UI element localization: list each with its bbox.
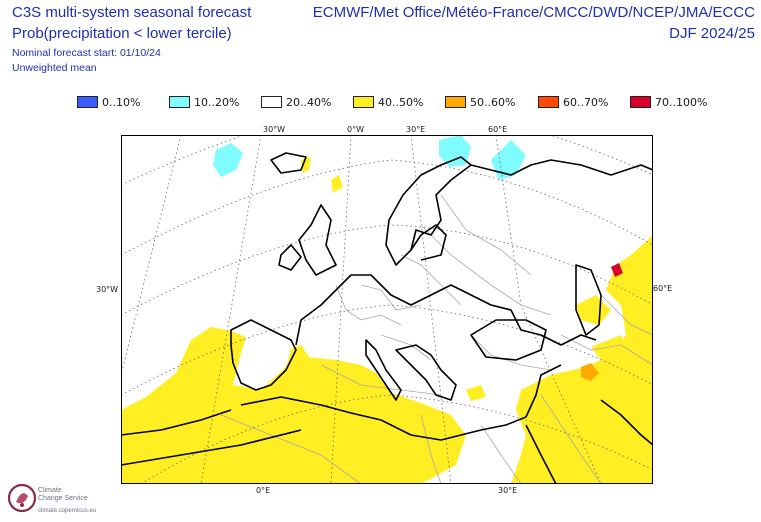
- region-greece-small: [466, 385, 486, 401]
- map-frame: [121, 135, 653, 484]
- coast-red-sea: [525, 424, 557, 484]
- country-borders: [220, 194, 653, 484]
- legend-label: 40..50%: [378, 95, 424, 109]
- logo-text-line2: Change Service: [38, 495, 88, 502]
- probability-map: [121, 135, 653, 484]
- legend-swatch: [261, 96, 282, 108]
- weighting: Unweighted mean: [12, 62, 97, 74]
- legend-item-20-40: 20..40%: [261, 95, 331, 109]
- axis-label-top-60e: 60°E: [488, 125, 508, 134]
- axis-label-top-30w: 30°W: [263, 125, 286, 134]
- legend-label: 70..100%: [655, 95, 708, 109]
- coast-levant: [525, 364, 562, 418]
- legend-item-0-10: 0..10%: [77, 95, 140, 109]
- coast-baltic: [410, 224, 447, 261]
- region-baltic-small: [331, 175, 343, 193]
- axis-label-top-0w: 0°W: [347, 125, 364, 134]
- legend-label: 60..70%: [563, 95, 609, 109]
- logo-url: climate.copernicus.eu: [38, 508, 97, 514]
- region-scandinavia-small: [301, 157, 311, 173]
- cyan-regions: [213, 135, 526, 180]
- coast-sahara-line: [121, 429, 302, 466]
- legend-swatch: [538, 96, 559, 108]
- region-orange: [581, 363, 599, 381]
- region-cyan-atlantic: [213, 143, 243, 177]
- logo-text-line1: Climate: [38, 487, 62, 494]
- region-france-south: [289, 345, 309, 363]
- coast-arctic-russia: [470, 159, 653, 176]
- coast-black-sea: [470, 319, 547, 361]
- coast-italy: [365, 339, 402, 401]
- coast-continent-west: [295, 274, 597, 346]
- region-east: [511, 235, 653, 484]
- region-north-caspian: [576, 295, 611, 325]
- title-line1: C3S multi-system seasonal forecast: [12, 4, 252, 21]
- legend-swatch: [353, 96, 374, 108]
- coast-iceland: [270, 152, 307, 174]
- legend-item-10-20: 10..20%: [169, 95, 239, 109]
- coast-caspian: [575, 264, 602, 336]
- region-iberia-north-africa: [121, 327, 466, 484]
- region-red: [611, 263, 623, 277]
- coast-north-africa: [240, 396, 527, 441]
- legend-item-50-60: 50..60%: [445, 95, 515, 109]
- legend-label: 20..40%: [286, 95, 332, 109]
- legend-label: 10..20%: [194, 95, 240, 109]
- coast-ireland: [278, 244, 302, 271]
- title-line2: Prob(precipitation < lower tercile): [12, 25, 232, 42]
- legend-label: 50..60%: [470, 95, 516, 109]
- legend-item-40-50: 40..50%: [353, 95, 423, 109]
- forecast-start: Nominal forecast start: 01/10/24: [12, 47, 161, 59]
- copernicus-logo: [7, 483, 37, 513]
- legend-swatch: [445, 96, 466, 108]
- coast-persian-gulf: [600, 399, 653, 446]
- region-cyan-east: [491, 140, 526, 180]
- forecast-period: DJF 2024/25: [669, 25, 755, 42]
- axis-label-bottom-30e: 30°E: [498, 486, 518, 495]
- axis-label-top-30e: 30°E: [406, 125, 426, 134]
- legend: 0..10% 10..20% 20..40% 40..50% 50..60% 6…: [0, 95, 761, 111]
- logo-mark: [16, 493, 28, 504]
- coast-iberia: [230, 319, 297, 391]
- model-list: ECMWF/Met Office/Météo-France/CMCC/DWD/N…: [312, 4, 755, 21]
- legend-item-70-100: 70..100%: [630, 95, 707, 109]
- region-black-sea-east: [591, 335, 626, 360]
- logo-circle: [7, 483, 37, 513]
- axis-label-bottom-0e: 0°E: [256, 486, 271, 495]
- coast-atlas: [121, 409, 232, 436]
- legend-swatch: [630, 96, 651, 108]
- legend-item-60-70: 60..70%: [538, 95, 608, 109]
- yellow-regions: [121, 157, 653, 484]
- logo-dot: [20, 503, 24, 507]
- axis-label-right-60e: 60°E: [653, 284, 673, 293]
- legend-label: 0..10%: [102, 95, 141, 109]
- legend-swatch: [169, 96, 190, 108]
- coast-uk: [298, 204, 337, 276]
- axis-label-left-30w: 30°W: [96, 285, 119, 294]
- coast-balkans-greece: [395, 344, 457, 401]
- coastlines: [121, 152, 653, 484]
- legend-swatch: [77, 96, 98, 108]
